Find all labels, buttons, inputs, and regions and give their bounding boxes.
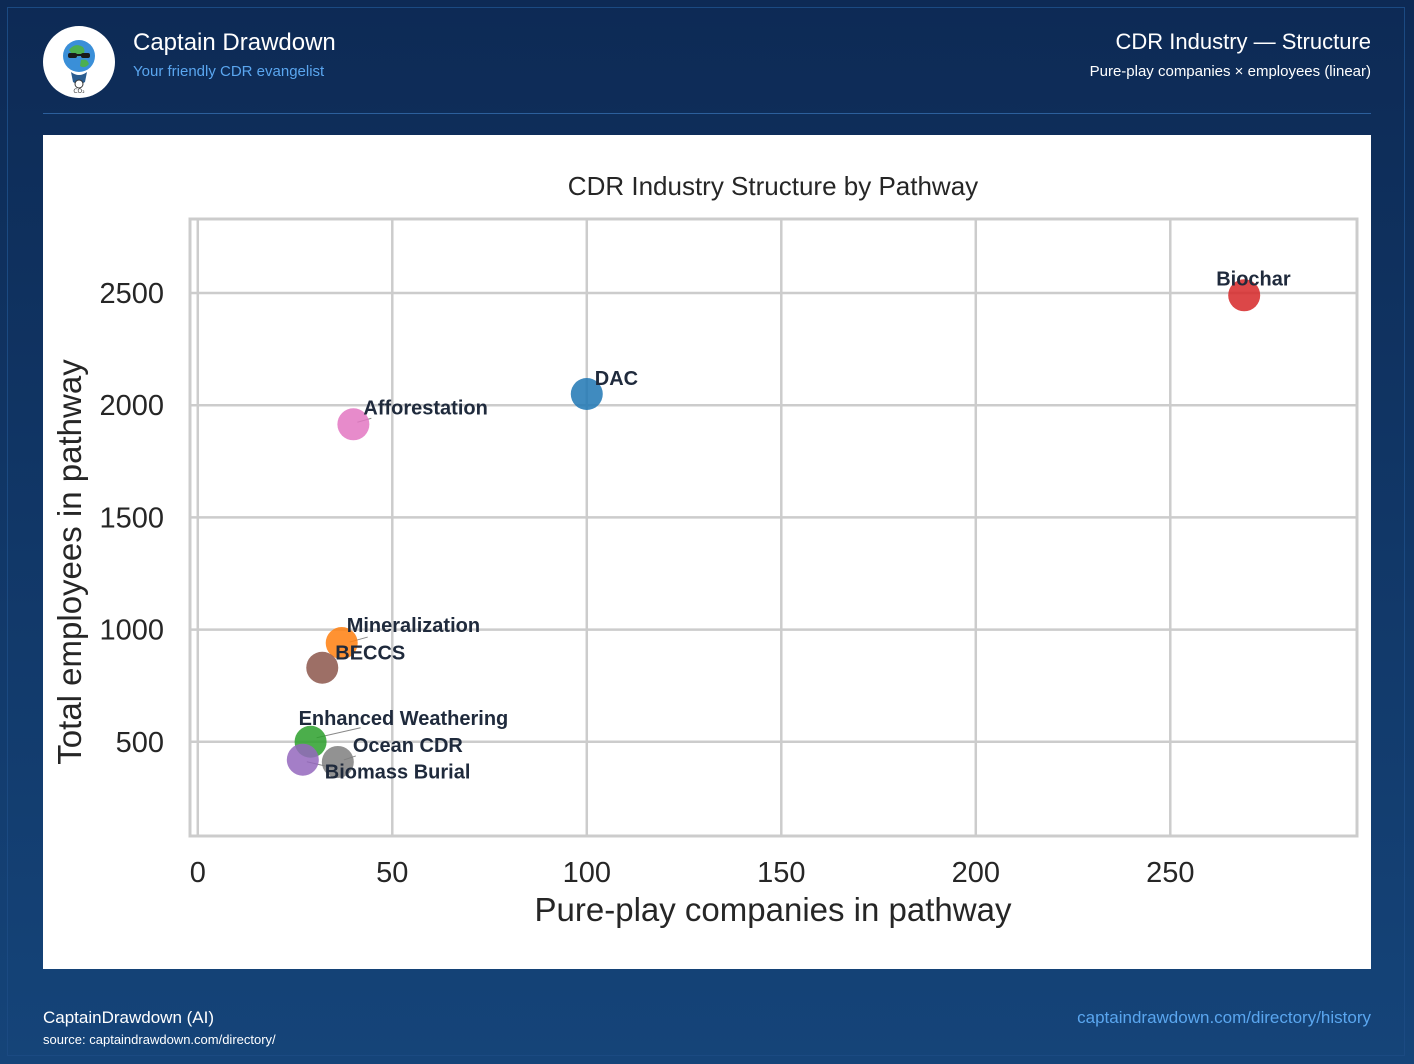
point-label: Afforestation [363, 397, 487, 419]
plot-frame [188, 217, 1359, 838]
data-point [570, 378, 603, 411]
scatter-chart: CDR Industry Structure by Pathway Pure-p… [51, 171, 1359, 928]
x-tick-label: 150 [757, 857, 805, 889]
y-axis-label: Total employees in pathway [51, 359, 88, 765]
x-tick-label: 250 [1146, 857, 1194, 889]
outer-frame [7, 7, 1405, 1056]
x-tick-label: 100 [563, 857, 611, 889]
y-tick-label: 1000 [99, 615, 164, 647]
x-axis-label: Pure-play companies in pathway [535, 891, 1012, 928]
data-point [1228, 279, 1261, 312]
x-tick-label: 50 [376, 857, 408, 889]
chart-panel: CDR Industry Structure by Pathway Pure-p… [43, 135, 1371, 969]
point-label: Enhanced Weathering [299, 708, 509, 730]
data-point [321, 745, 354, 778]
brand-name: Captain Drawdown [133, 29, 336, 56]
brand-tagline: Your friendly CDR evangelist [133, 63, 325, 80]
header-divider [43, 113, 1371, 114]
y-tick-label: 1500 [99, 502, 164, 534]
y-tick-label: 2000 [99, 390, 164, 422]
point-label: Biochar [1216, 268, 1291, 290]
data-point [306, 651, 339, 684]
data-point [286, 743, 319, 776]
point-label: Ocean CDR [353, 735, 464, 757]
captain-drawdown-logo-icon: CO₂ [43, 26, 115, 98]
point-label: Mineralization [347, 615, 480, 637]
footer-author: CaptainDrawdown (AI) [43, 1008, 215, 1027]
data-point [325, 627, 358, 660]
footer-link[interactable]: captaindrawdown.com/directory/history [1077, 1008, 1371, 1027]
y-tick-label: 500 [116, 727, 164, 759]
point-label: BECCS [335, 643, 405, 665]
x-tick-label: 200 [952, 857, 1000, 889]
point-label: DAC [595, 368, 638, 390]
data-point [337, 408, 370, 441]
chart-title: CDR Industry Structure by Pathway [568, 171, 978, 201]
y-tick-label: 2500 [99, 278, 164, 310]
x-tick-label: 0 [190, 857, 206, 889]
svg-text:CO₂: CO₂ [73, 88, 85, 95]
footer-source: source: captaindrawdown.com/directory/ [43, 1032, 276, 1047]
page-title: CDR Industry — Structure [1115, 29, 1371, 54]
point-label: Biomass Burial [325, 762, 471, 784]
page-subtitle: Pure-play companies × employees (linear) [1089, 63, 1371, 80]
